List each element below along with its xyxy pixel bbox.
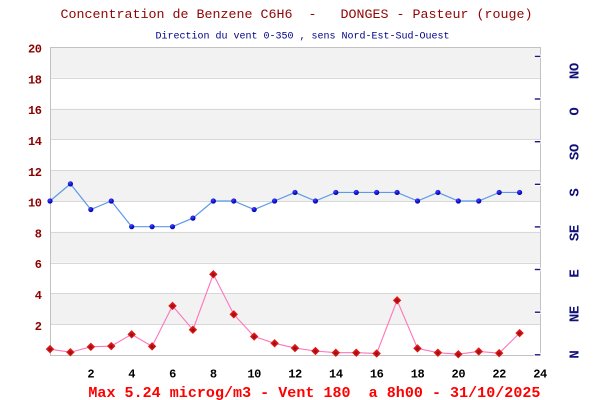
svg-text:14: 14 xyxy=(329,368,343,382)
svg-text:NE: NE xyxy=(567,306,583,322)
svg-text:8: 8 xyxy=(210,368,217,382)
svg-text:Direction du vent 0-350 , sens: Direction du vent 0-350 , sens Nord-Est-… xyxy=(155,31,449,43)
svg-text:14: 14 xyxy=(28,135,42,149)
svg-text:S: S xyxy=(567,189,583,197)
svg-text:16: 16 xyxy=(28,104,42,118)
svg-text:12: 12 xyxy=(28,166,42,180)
svg-text:E: E xyxy=(567,270,583,278)
svg-text:Max 5.24 microg/m3 - Vent 180: Max 5.24 microg/m3 - Vent 180 a 8h00 - 3… xyxy=(88,385,540,400)
svg-text:22: 22 xyxy=(492,368,506,382)
svg-text:2: 2 xyxy=(87,368,94,382)
svg-text:8: 8 xyxy=(35,227,42,241)
svg-text:SO: SO xyxy=(567,144,583,160)
svg-text:10: 10 xyxy=(28,197,42,211)
svg-text:4: 4 xyxy=(35,289,42,303)
svg-text:Concentration de Benzene C6H6: Concentration de Benzene C6H6 - DONGES -… xyxy=(61,8,533,23)
svg-text:NO: NO xyxy=(567,63,583,79)
svg-text:6: 6 xyxy=(169,368,176,382)
svg-text:12: 12 xyxy=(288,368,302,382)
svg-text:4: 4 xyxy=(128,368,135,382)
svg-text:20: 20 xyxy=(452,368,466,382)
svg-text:18: 18 xyxy=(28,73,42,87)
svg-text:20: 20 xyxy=(28,43,42,57)
svg-text:24: 24 xyxy=(533,368,547,382)
svg-text:2: 2 xyxy=(35,320,42,334)
svg-text:18: 18 xyxy=(411,368,425,382)
svg-text:10: 10 xyxy=(247,368,261,382)
svg-text:6: 6 xyxy=(35,258,42,272)
svg-text:SE: SE xyxy=(567,225,583,241)
svg-text:16: 16 xyxy=(370,368,384,382)
svg-text:N: N xyxy=(567,351,583,359)
svg-text:O: O xyxy=(567,108,583,116)
